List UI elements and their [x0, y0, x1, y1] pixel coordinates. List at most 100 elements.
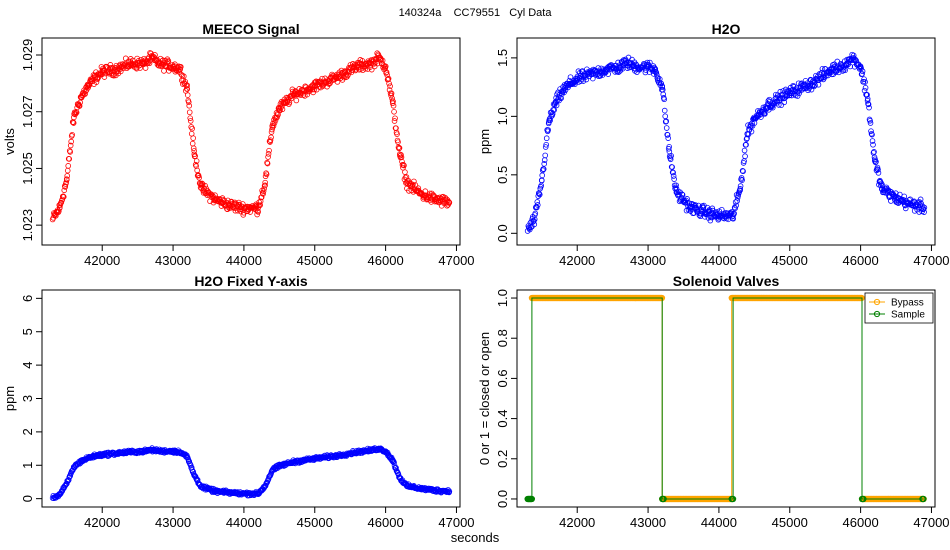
- data-point: [187, 118, 194, 124]
- data-point: [255, 205, 261, 211]
- data-point: [92, 74, 98, 81]
- data-point: [664, 132, 671, 138]
- data-point: [870, 141, 876, 148]
- data-point: [875, 170, 882, 176]
- data-point: [156, 448, 162, 454]
- data-point: [394, 131, 400, 137]
- data-point: [395, 139, 401, 145]
- data-point: [765, 98, 772, 104]
- chart-title: H2O: [712, 21, 741, 37]
- x-tick-label: 47000: [438, 253, 474, 268]
- data-point: [916, 199, 923, 205]
- data-point: [692, 202, 699, 208]
- data-point: [260, 188, 267, 194]
- data-point: [255, 209, 261, 215]
- data-point: [404, 483, 410, 489]
- data-point: [893, 195, 899, 202]
- data-point: [615, 59, 621, 66]
- x-tick-label: 47000: [913, 253, 949, 268]
- data-point: [393, 125, 399, 131]
- data-point: [86, 82, 92, 89]
- data-point: [265, 154, 271, 160]
- data-point: [737, 183, 744, 189]
- series-marker: [660, 495, 667, 503]
- data-point: [68, 138, 74, 145]
- data-point: [66, 156, 73, 162]
- data-point: [385, 76, 391, 83]
- data-point: [540, 166, 547, 172]
- data-point: [272, 117, 279, 124]
- data-point: [170, 448, 176, 455]
- chart-title: Solenoid Valves: [673, 273, 780, 289]
- data-point: [534, 202, 541, 208]
- data-point: [269, 126, 275, 133]
- y-tick-label: 1.025: [20, 152, 35, 185]
- data-point: [864, 97, 871, 104]
- y-tick-label: 4: [20, 361, 35, 368]
- data-point: [198, 185, 205, 192]
- data-point: [56, 491, 63, 498]
- data-point: [392, 115, 398, 122]
- data-point: [786, 90, 793, 96]
- x-tick-label: 45000: [772, 253, 808, 268]
- data-point: [185, 99, 192, 105]
- data-point: [873, 158, 879, 165]
- data-point: [333, 453, 339, 459]
- data-point: [177, 449, 183, 455]
- data-point: [531, 216, 538, 223]
- data-point: [127, 449, 134, 455]
- x-tick-label: 47000: [438, 515, 474, 530]
- data-point: [665, 135, 671, 141]
- data-point: [794, 93, 801, 99]
- data-point: [184, 86, 191, 92]
- data-point: [901, 193, 908, 200]
- data-point: [663, 118, 669, 125]
- data-point: [857, 64, 864, 71]
- data-point: [186, 102, 193, 109]
- data-point: [390, 102, 397, 109]
- data-point: [918, 200, 924, 207]
- x-tick-label: 42000: [559, 253, 595, 268]
- data-point: [819, 66, 826, 72]
- chart-meeco: MEECO Signal 42000 43000 44000 45000 46000 470…: [2, 21, 475, 268]
- data-point: [191, 151, 198, 158]
- data-point: [391, 118, 398, 124]
- data-point: [122, 55, 129, 62]
- data-point: [195, 172, 201, 178]
- data-point: [422, 188, 429, 195]
- data-point: [874, 164, 881, 171]
- data-point: [542, 152, 548, 159]
- x-tick-label: 46000: [843, 253, 879, 268]
- data-point: [177, 64, 184, 70]
- data-point: [387, 83, 393, 89]
- data-point: [917, 196, 924, 203]
- data-point: [762, 111, 768, 117]
- data-point: [679, 192, 686, 198]
- data-point: [262, 483, 268, 489]
- data-point: [835, 69, 842, 76]
- data-point: [241, 490, 247, 497]
- data-point: [265, 151, 272, 157]
- data-point: [691, 210, 697, 216]
- plot-area: [49, 50, 453, 223]
- y-tick-label: 1.029: [20, 39, 35, 72]
- y-tick-label: 2: [20, 428, 35, 435]
- data-point: [63, 179, 70, 186]
- data-point: [180, 73, 187, 80]
- y-tick-label: 1.0: [495, 289, 510, 307]
- data-point: [55, 208, 62, 215]
- data-point: [861, 76, 867, 82]
- data-point: [82, 91, 88, 97]
- data-point: [396, 145, 402, 152]
- data-point: [226, 202, 233, 209]
- data-point: [371, 63, 378, 70]
- data-point: [871, 149, 877, 155]
- data-point: [534, 199, 541, 205]
- data-point: [78, 458, 84, 465]
- data-point: [670, 173, 677, 179]
- data-point: [255, 490, 261, 497]
- data-point: [260, 191, 266, 197]
- data-point: [404, 179, 410, 186]
- data-point: [859, 71, 865, 77]
- x-tick-label: 44000: [701, 515, 737, 530]
